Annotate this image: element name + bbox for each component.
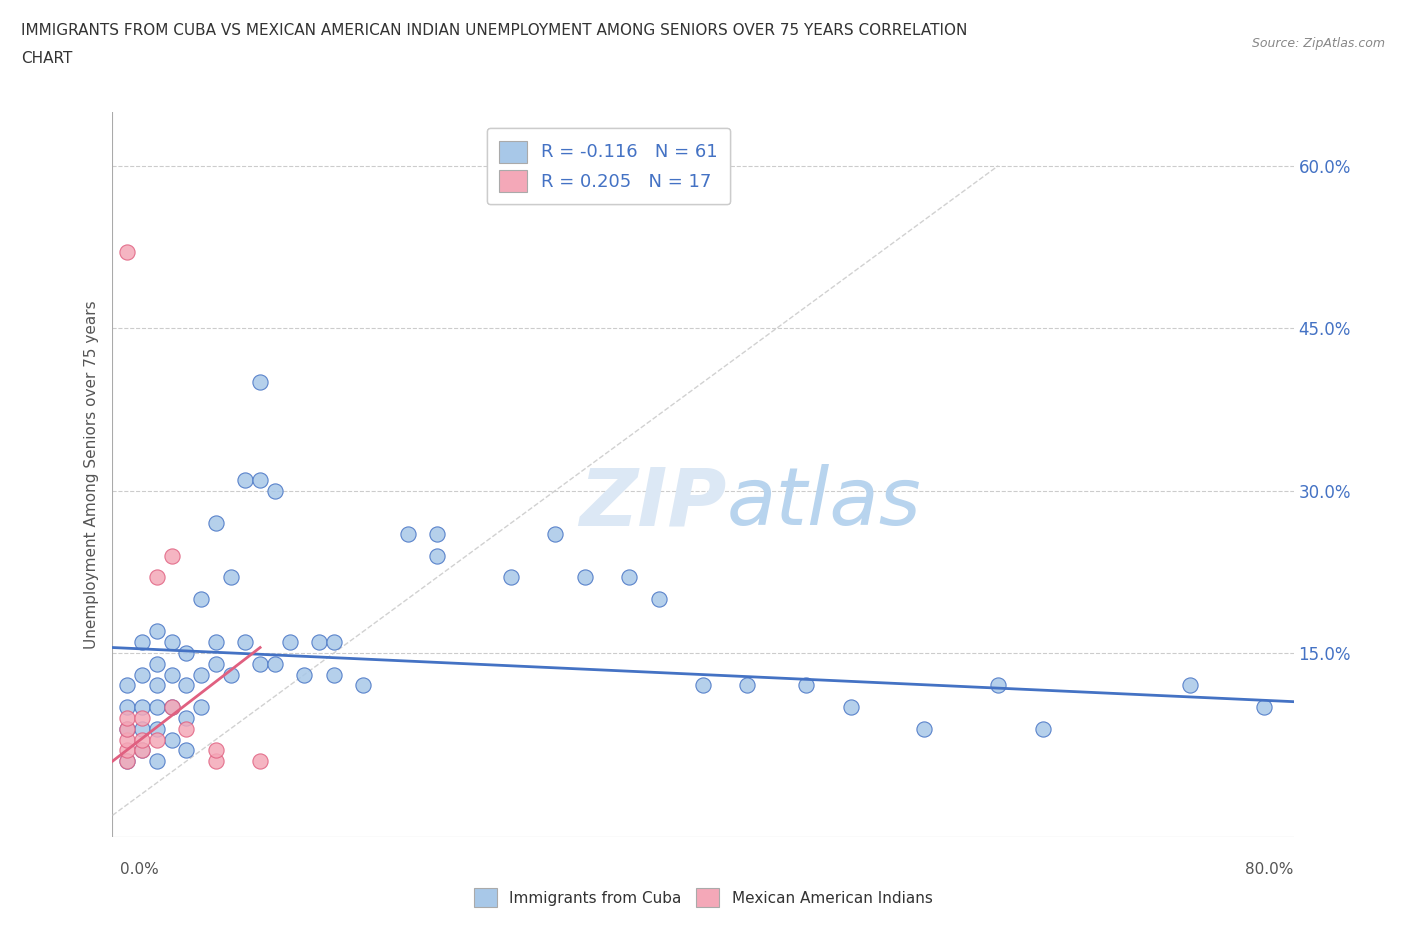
Point bbox=[501, 570, 523, 585]
Point bbox=[131, 699, 153, 714]
Point bbox=[839, 699, 862, 714]
Point bbox=[737, 678, 759, 693]
Point bbox=[292, 667, 315, 682]
Point bbox=[160, 699, 183, 714]
Point bbox=[205, 743, 228, 758]
Point bbox=[233, 472, 256, 487]
Point bbox=[249, 657, 271, 671]
Point bbox=[174, 743, 197, 758]
Point bbox=[352, 678, 374, 693]
Point bbox=[249, 375, 271, 390]
Point bbox=[174, 722, 197, 737]
Point bbox=[249, 472, 271, 487]
Point bbox=[205, 657, 228, 671]
Point bbox=[1032, 722, 1054, 737]
Point bbox=[264, 657, 287, 671]
Point bbox=[131, 711, 153, 725]
Point bbox=[264, 483, 287, 498]
Point bbox=[1178, 678, 1201, 693]
Point bbox=[146, 732, 169, 747]
Point bbox=[396, 526, 419, 541]
Point bbox=[219, 570, 242, 585]
Text: Source: ZipAtlas.com: Source: ZipAtlas.com bbox=[1251, 37, 1385, 50]
Point bbox=[131, 667, 153, 682]
Point bbox=[117, 722, 138, 737]
Point bbox=[131, 743, 153, 758]
Point bbox=[205, 754, 228, 769]
Legend: R = -0.116   N = 61, R = 0.205   N = 17: R = -0.116 N = 61, R = 0.205 N = 17 bbox=[486, 128, 730, 205]
Point bbox=[117, 699, 138, 714]
Point bbox=[190, 699, 212, 714]
Point bbox=[117, 754, 138, 769]
Point bbox=[249, 754, 271, 769]
Point bbox=[205, 515, 228, 530]
Point bbox=[131, 743, 153, 758]
Point bbox=[1253, 699, 1275, 714]
Point bbox=[146, 657, 169, 671]
Point bbox=[131, 732, 153, 747]
Point bbox=[146, 754, 169, 769]
Point bbox=[190, 591, 212, 606]
Point bbox=[117, 743, 138, 758]
Point bbox=[278, 634, 301, 649]
Point bbox=[117, 722, 138, 737]
Text: 0.0%: 0.0% bbox=[120, 862, 159, 877]
Point bbox=[160, 667, 183, 682]
Point bbox=[117, 732, 138, 747]
Point bbox=[796, 678, 818, 693]
Point bbox=[117, 678, 138, 693]
Point bbox=[174, 645, 197, 660]
Point bbox=[574, 570, 596, 585]
Point bbox=[160, 548, 183, 563]
Point bbox=[146, 722, 169, 737]
Point bbox=[146, 624, 169, 639]
Point bbox=[987, 678, 1010, 693]
Point bbox=[131, 722, 153, 737]
Text: IMMIGRANTS FROM CUBA VS MEXICAN AMERICAN INDIAN UNEMPLOYMENT AMONG SENIORS OVER : IMMIGRANTS FROM CUBA VS MEXICAN AMERICAN… bbox=[21, 23, 967, 38]
Point bbox=[174, 678, 197, 693]
Point bbox=[219, 667, 242, 682]
Point bbox=[160, 732, 183, 747]
Point bbox=[190, 667, 212, 682]
Text: CHART: CHART bbox=[21, 51, 73, 66]
Point bbox=[146, 570, 169, 585]
Legend: Immigrants from Cuba, Mexican American Indians: Immigrants from Cuba, Mexican American I… bbox=[467, 883, 939, 913]
Point bbox=[426, 526, 449, 541]
Text: ZIP: ZIP bbox=[579, 464, 727, 542]
Text: atlas: atlas bbox=[727, 464, 921, 542]
Point bbox=[146, 699, 169, 714]
Point bbox=[131, 634, 153, 649]
Point bbox=[233, 634, 256, 649]
Point bbox=[914, 722, 936, 737]
Point bbox=[174, 711, 197, 725]
Point bbox=[205, 634, 228, 649]
Point bbox=[146, 678, 169, 693]
Point bbox=[117, 754, 138, 769]
Text: 80.0%: 80.0% bbox=[1246, 862, 1294, 877]
Point bbox=[426, 548, 449, 563]
Point bbox=[117, 711, 138, 725]
Point bbox=[619, 570, 641, 585]
Point bbox=[308, 634, 330, 649]
Point bbox=[160, 699, 183, 714]
Point bbox=[647, 591, 671, 606]
Point bbox=[323, 667, 346, 682]
Point bbox=[117, 245, 138, 259]
Point bbox=[323, 634, 346, 649]
Point bbox=[160, 634, 183, 649]
Point bbox=[544, 526, 567, 541]
Y-axis label: Unemployment Among Seniors over 75 years: Unemployment Among Seniors over 75 years bbox=[84, 300, 100, 648]
Point bbox=[692, 678, 714, 693]
